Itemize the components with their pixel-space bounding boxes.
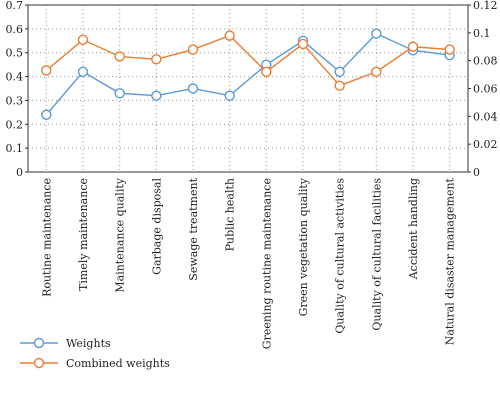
left-axis: 0 0.1 0.2 0.3 0.4 0.5 0.6 0.7 [6, 0, 28, 179]
series-line [45, 32, 450, 116]
data-point [41, 109, 52, 120]
left-tick-label: 0.7 [6, 0, 24, 12]
legend: Weights Combined weights [20, 337, 170, 370]
x-axis: Routine maintenance Timely maintenance Mai… [40, 177, 456, 349]
left-tick-label: 0 [16, 166, 23, 179]
category-label: Sewage treatment [187, 177, 200, 280]
data-point [407, 41, 419, 52]
right-tick-label: 0.12 [473, 0, 498, 12]
left-tick-label: 0.4 [6, 71, 24, 84]
data-point [371, 28, 382, 39]
left-tick-label: 0.3 [6, 94, 24, 107]
data-point [114, 88, 125, 99]
legend-marker [33, 337, 45, 349]
data-point [151, 54, 162, 65]
grid [28, 5, 468, 172]
data-point [444, 44, 455, 55]
category-label: Maintenance quality [114, 177, 127, 292]
data-point [187, 44, 199, 55]
data-point [334, 80, 345, 91]
data-point [297, 38, 309, 50]
data-point [334, 66, 345, 78]
right-tick-label: 0.02 [473, 138, 498, 151]
category-label: Routine maintenance [40, 178, 53, 297]
legend-label: Combined weights [66, 357, 170, 370]
left-tick-label: 0.1 [6, 142, 24, 155]
data-point [114, 51, 125, 62]
left-tick-label: 0.6 [6, 23, 24, 36]
plot-frame [27, 4, 469, 173]
data-point [261, 66, 272, 78]
data-point [224, 90, 235, 101]
category-label: Timely maintenance [77, 178, 90, 291]
category-label: Green vegetation quality [297, 177, 310, 316]
category-label: Public health [224, 178, 237, 251]
series-layer [41, 28, 455, 120]
right-tick-label: 0.08 [473, 55, 498, 68]
right-tick-label: 0.1 [473, 27, 491, 40]
category-label: Quality of cultural facilities [370, 178, 383, 331]
category-label: Accident handling [407, 178, 420, 280]
legend-marker [33, 357, 45, 369]
data-point [151, 90, 162, 101]
data-point [77, 66, 89, 78]
category-label: Greening routine maintenance [260, 178, 273, 349]
right-tick-label: 0.06 [473, 83, 498, 96]
category-label: Quality of cultural activities [334, 178, 347, 334]
data-point [77, 34, 89, 45]
left-tick-label: 0.2 [6, 118, 24, 131]
data-point [187, 83, 199, 94]
data-point [224, 30, 235, 41]
data-point [41, 65, 52, 76]
right-tick-label: 0 [473, 166, 480, 179]
series-line [45, 34, 450, 87]
data-point [371, 66, 382, 78]
category-label: Garbage disposal [150, 178, 163, 275]
legend-label: Weights [66, 337, 111, 350]
right-tick-label: 0.04 [473, 110, 498, 123]
category-label: Natural disaster management [444, 177, 457, 345]
right-axis: 0 0.02 0.04 0.06 0.08 0.1 0.12 [468, 0, 498, 179]
left-tick-label: 0.5 [6, 47, 24, 60]
